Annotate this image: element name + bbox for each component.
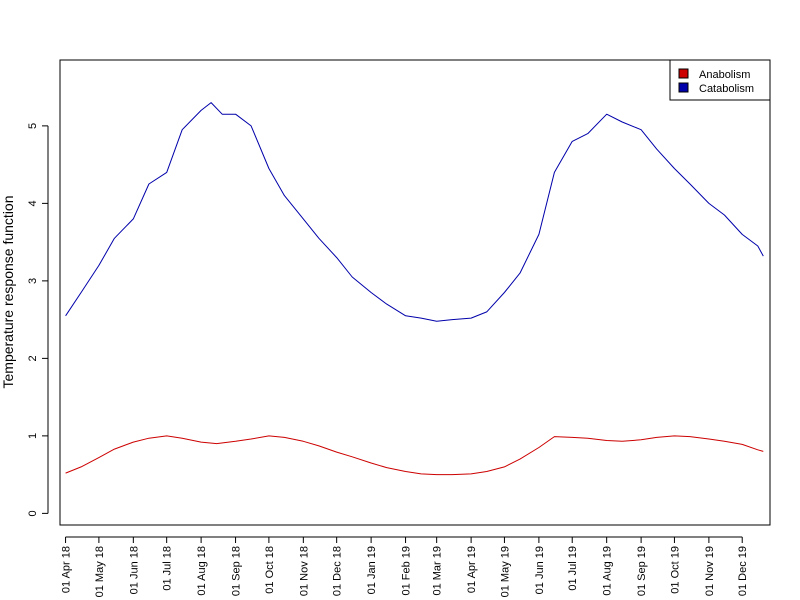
x-tick-label: 01 Sep 19	[636, 546, 648, 596]
x-tick-label: 01 Jul 19	[567, 546, 579, 591]
legend-swatch-catabolism	[678, 82, 689, 93]
legend-label-catabolism: Catabolism	[699, 83, 754, 95]
x-tick-label: 01 Feb 19	[401, 546, 413, 596]
x-tick-label: 01 Apr 19	[466, 546, 478, 593]
x-tick-label: 01 Jan 19	[366, 546, 378, 594]
x-tick-label: 01 Jun 18	[128, 546, 140, 594]
y-tick-label: 4	[27, 200, 39, 206]
x-tick-label: 01 Oct 18	[264, 546, 276, 594]
x-tick-label: 01 Mar 19	[432, 546, 444, 596]
x-tick-label: 01 Aug 19	[602, 546, 614, 596]
x-tick-label: 01 May 19	[499, 546, 511, 597]
series-line-catabolism	[65, 102, 764, 322]
series-line-anabolism	[65, 435, 764, 476]
y-axis: 0 1 2 3 4 5	[27, 123, 49, 516]
x-tick-label: 01 Aug 18	[196, 546, 208, 596]
y-tick-label: 1	[27, 433, 39, 439]
legend-box	[669, 59, 771, 101]
x-axis: 01 Apr 18 01 May 18 01 Jun 18 01 Jul 18 01 A…	[61, 536, 749, 597]
y-axis-title: Temperature response function	[0, 196, 16, 389]
x-tick-label: 01 Nov 19	[704, 546, 716, 596]
plot-frame	[59, 59, 771, 526]
x-tick-label: 01 Dec 18	[332, 546, 344, 596]
legend-swatch-anabolism	[678, 68, 689, 79]
x-tick-label: 01 Jul 18	[162, 546, 174, 591]
x-tick-label: 01 Apr 18	[61, 546, 73, 593]
x-tick-label: 01 Jun 19	[534, 546, 546, 594]
y-tick-label: 3	[27, 278, 39, 284]
x-tick-label: 01 May 18	[94, 546, 106, 597]
x-tick-label: 01 Nov 18	[298, 546, 310, 596]
legend-label-anabolism: Anabolism	[699, 69, 750, 81]
y-tick-label: 2	[27, 355, 39, 361]
legend: Anabolism Catabolism	[669, 59, 771, 101]
x-tick-label: 01 Oct 19	[669, 546, 681, 594]
y-tick-label: 0	[27, 510, 39, 516]
x-tick-label: 01 Dec 19	[737, 546, 749, 596]
x-tick-label: 01 Sep 18	[231, 546, 243, 596]
plot-lines	[65, 102, 764, 476]
y-tick-label: 5	[27, 123, 39, 129]
